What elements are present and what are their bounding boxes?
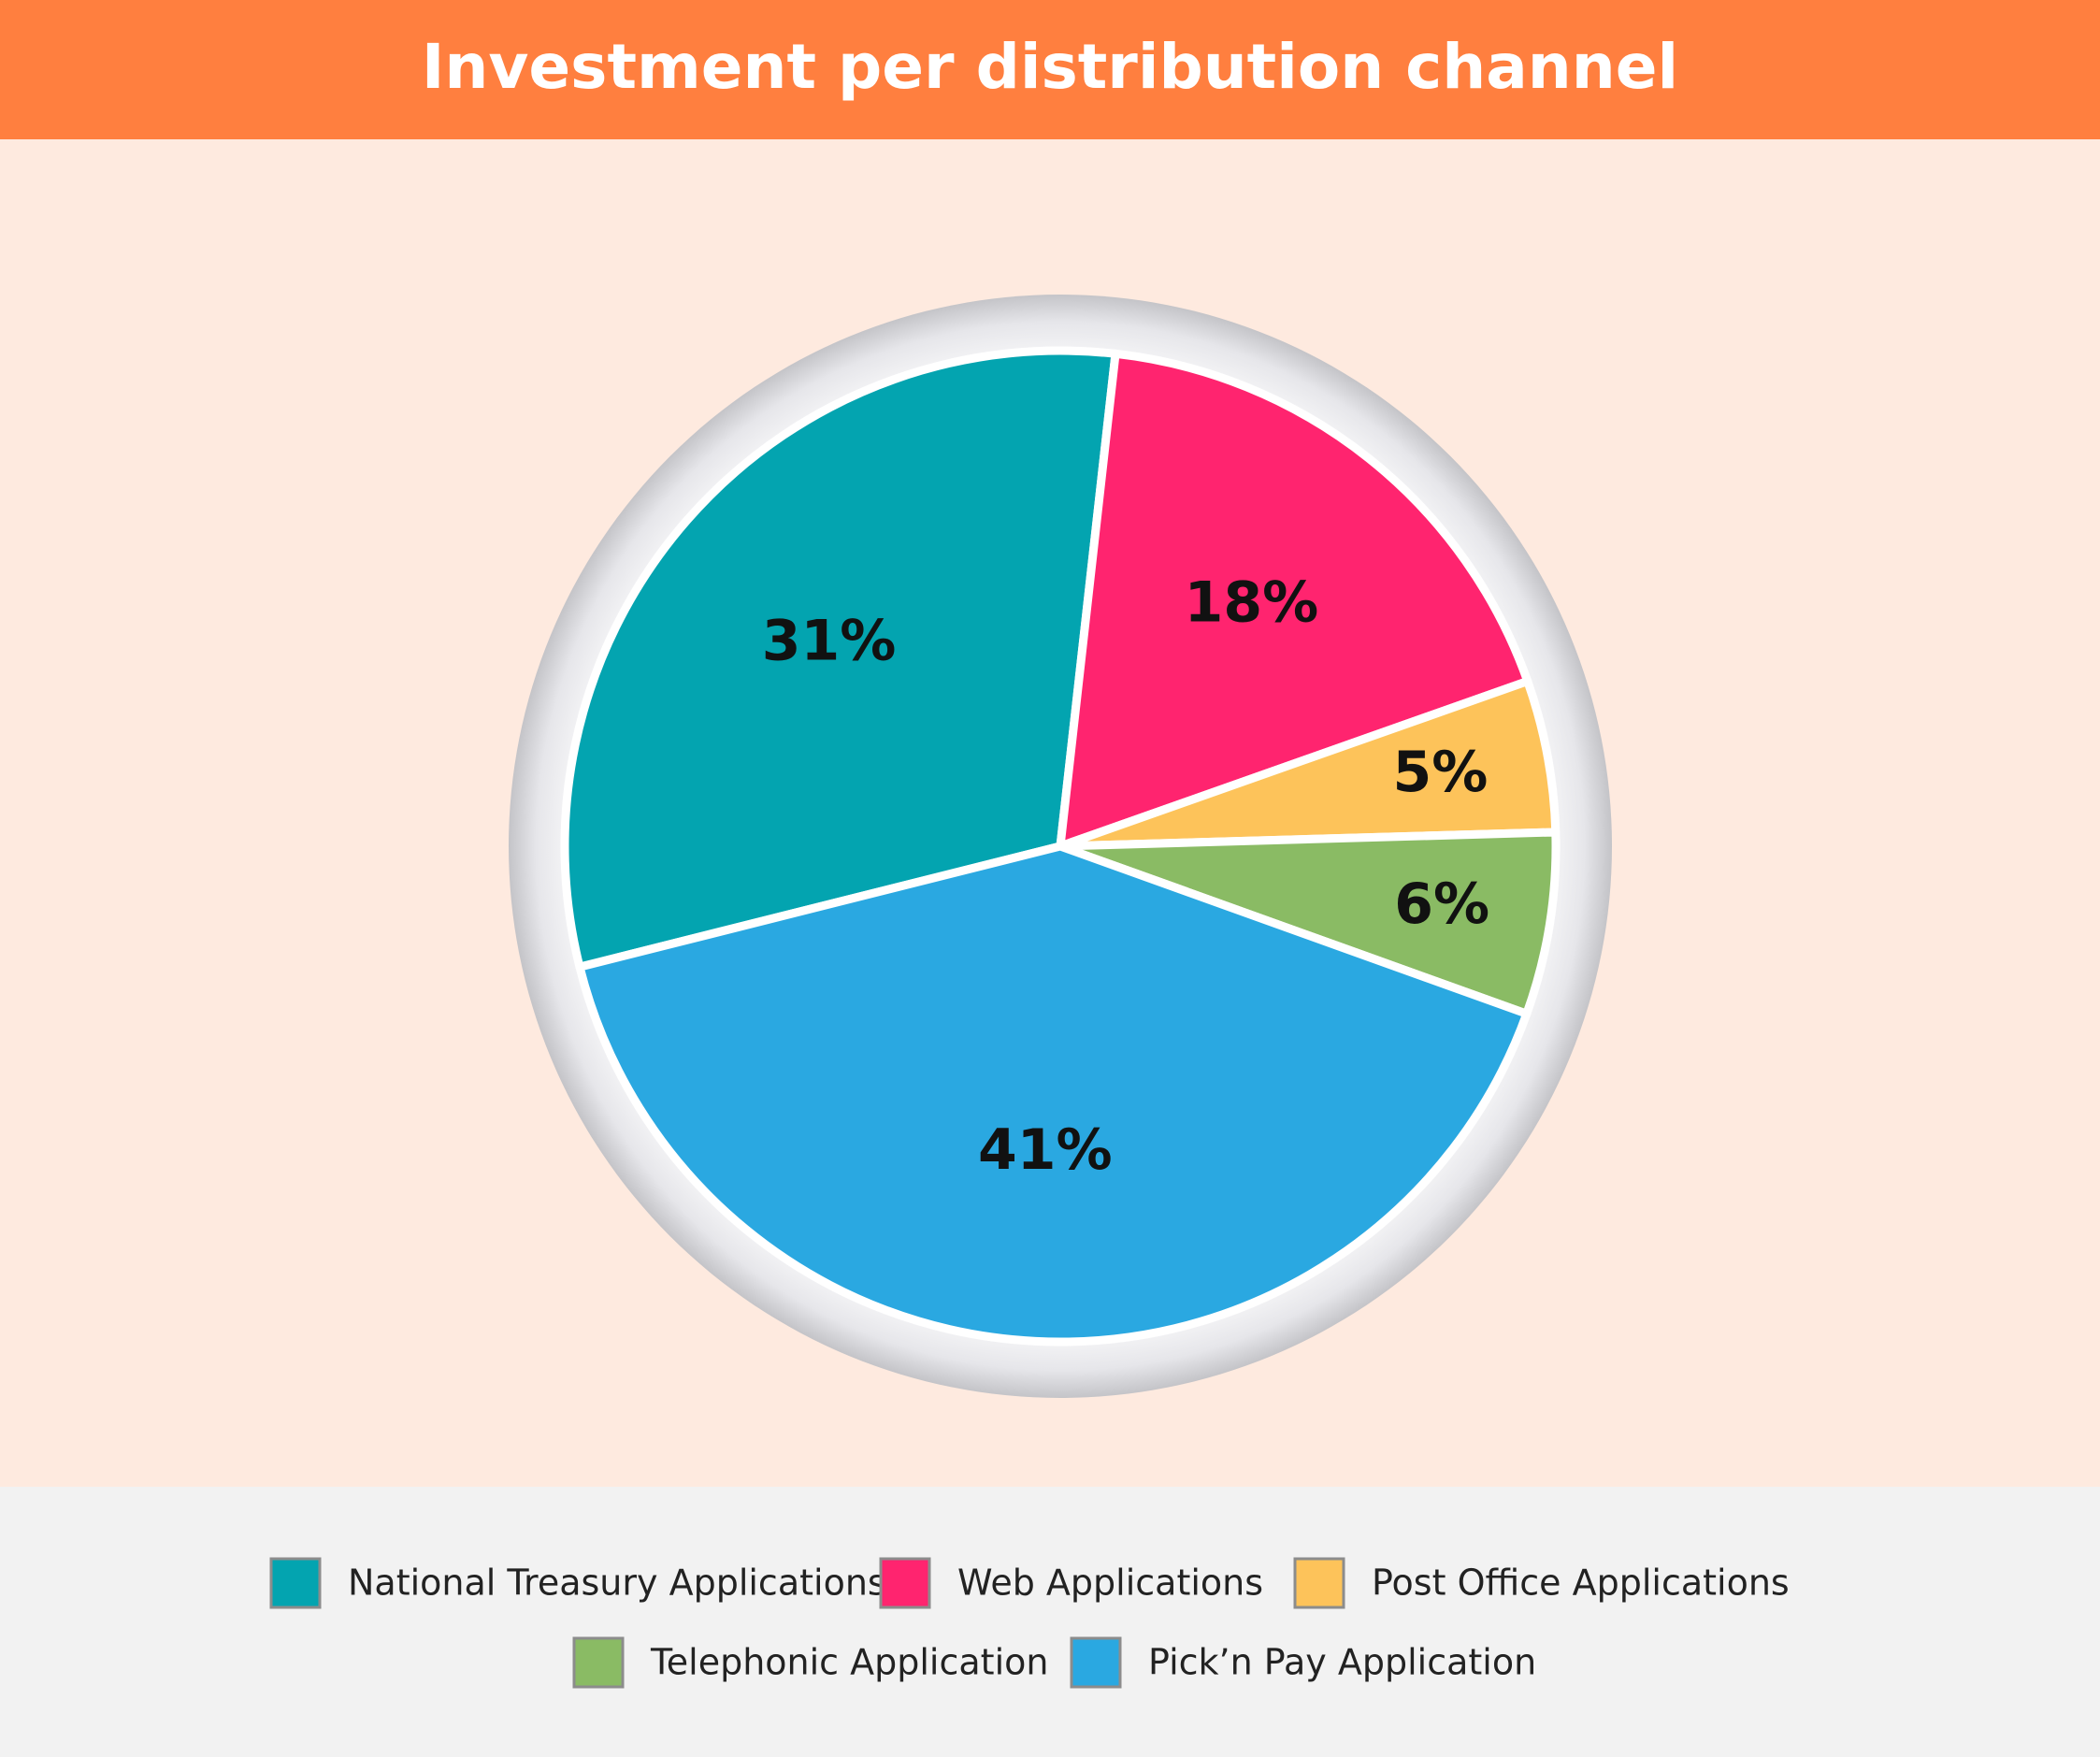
legend-area [0, 1487, 2100, 1757]
legend-swatch [879, 1557, 931, 1609]
slice-label: 41% [978, 1117, 1113, 1183]
legend-label: National Treasury Applications [348, 1563, 886, 1604]
legend-swatch [1070, 1636, 1122, 1689]
legend-label: Web Applications [957, 1563, 1263, 1604]
legend-swatch [269, 1557, 322, 1609]
pie-slice [1056, 349, 1532, 851]
legend-label: Post Office Applications [1372, 1563, 1790, 1604]
slice-label: 5% [1392, 740, 1488, 805]
chart-title: Investment per distribution channel [422, 31, 1678, 103]
pie-slice [575, 842, 1532, 1347]
pie-slice [1056, 828, 1561, 1018]
header [0, 0, 2100, 139]
legend-swatch [572, 1636, 625, 1689]
slice-label: 31% [762, 608, 897, 673]
slice-label: 18% [1185, 569, 1319, 635]
legend-label: Telephonic Application [650, 1642, 1048, 1683]
slice-label: 6% [1394, 871, 1489, 937]
pie-slice [560, 346, 1120, 972]
legend-swatch [1293, 1557, 1345, 1609]
legend-label: Pick’n Pay Application [1148, 1642, 1536, 1683]
